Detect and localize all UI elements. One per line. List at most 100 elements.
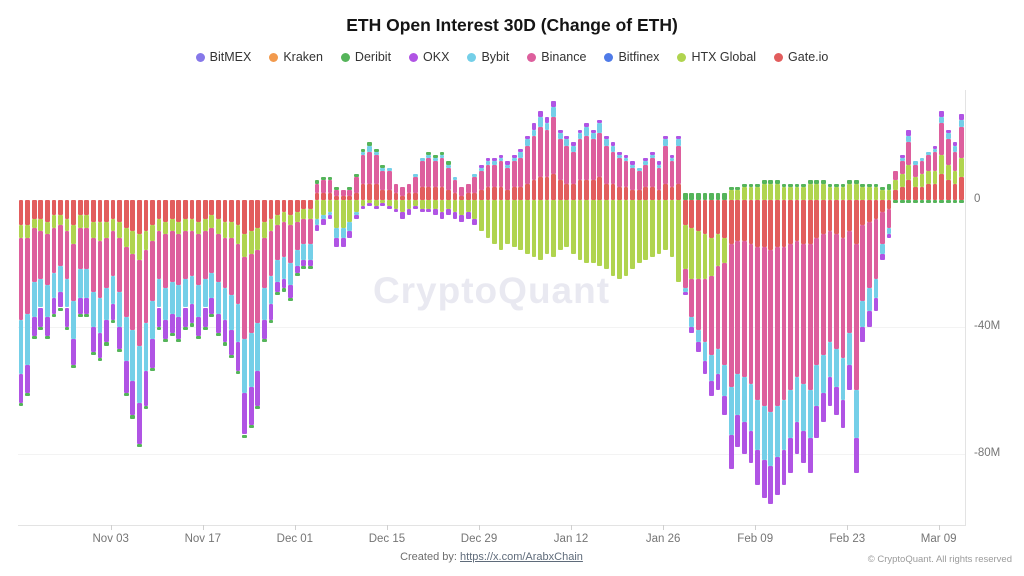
bar-segment-binance[interactable] (25, 237, 30, 314)
bar-segment-bybit[interactable] (834, 348, 839, 387)
bar[interactable] (774, 90, 781, 525)
bar-segment-htx-global[interactable] (610, 199, 616, 276)
bar-segment-binance[interactable] (617, 158, 622, 187)
bar-segment-gate-io[interactable] (163, 199, 169, 222)
bar-segment-okx[interactable] (525, 136, 530, 140)
bar-segment-htx-global[interactable] (51, 215, 57, 229)
bar-segment-deribit[interactable] (288, 297, 293, 302)
bar-segment-binance[interactable] (117, 237, 123, 292)
bar-segment-htx-global[interactable] (150, 224, 155, 241)
bar-segment-gate-io[interactable] (544, 177, 550, 200)
bar-segment-binance[interactable] (886, 209, 892, 229)
bar-segment-gate-io[interactable] (557, 180, 563, 200)
bar-segment-deribit[interactable] (222, 342, 228, 346)
bar-segment-htx-global[interactable] (525, 199, 530, 254)
bar-segment-bybit[interactable] (31, 282, 37, 318)
bar-segment-deribit[interactable] (446, 161, 451, 165)
bar-segment-bybit[interactable] (649, 155, 655, 159)
bar-segment-bybit[interactable] (564, 139, 570, 146)
bar-segment-deribit[interactable] (255, 405, 261, 410)
bar-segment-binance[interactable] (452, 180, 458, 194)
bar-segment-deribit[interactable] (150, 367, 155, 371)
bar-segment-okx[interactable] (656, 161, 662, 165)
bar[interactable] (610, 90, 617, 525)
bar[interactable] (827, 90, 834, 525)
bar-segment-gate-io[interactable] (51, 199, 57, 216)
bar-segment-okx[interactable] (735, 415, 741, 448)
bar[interactable] (130, 90, 137, 525)
bar-segment-htx-global[interactable] (649, 199, 655, 257)
bar[interactable] (643, 90, 650, 525)
bar-segment-htx-global[interactable] (426, 199, 432, 210)
bar-segment-gate-io[interactable] (334, 196, 340, 200)
bar[interactable] (117, 90, 124, 525)
bar-segment-htx-global[interactable] (196, 221, 201, 235)
bar-segment-binance[interactable] (268, 231, 274, 276)
bar-segment-gate-io[interactable] (183, 199, 188, 219)
bar-segment-binance[interactable] (801, 243, 806, 384)
bar-segment-gate-io[interactable] (847, 199, 852, 232)
bar-segment-bybit[interactable] (209, 272, 215, 298)
bar-segment-bybit[interactable] (544, 123, 550, 130)
bar[interactable] (584, 90, 591, 525)
bar-segment-okx[interactable] (130, 380, 136, 416)
bar[interactable] (228, 90, 235, 525)
bar-segment-deribit[interactable] (354, 174, 359, 178)
bar[interactable] (169, 90, 176, 525)
bar-segment-deribit[interactable] (880, 186, 885, 190)
bar-segment-htx-global[interactable] (636, 199, 642, 264)
bar-segment-bybit[interactable] (169, 282, 175, 314)
bar-segment-bybit[interactable] (531, 129, 537, 137)
bar-segment-binance[interactable] (676, 145, 681, 184)
bar-segment-okx[interactable] (196, 317, 201, 337)
bar-segment-binance[interactable] (959, 126, 964, 159)
bar-segment-gate-io[interactable] (768, 199, 774, 251)
bar-segment-htx-global[interactable] (25, 224, 30, 238)
bar-segment-htx-global[interactable] (360, 199, 366, 206)
bar-segment-deribit[interactable] (952, 199, 958, 203)
bar-segment-binance[interactable] (137, 259, 142, 346)
bar-segment-gate-io[interactable] (531, 180, 537, 200)
bar-segment-deribit[interactable] (781, 183, 787, 187)
bar-segment-binance[interactable] (492, 164, 497, 187)
bar-segment-deribit[interactable] (235, 371, 241, 375)
bar-segment-gate-io[interactable] (373, 183, 379, 200)
bar-segment-htx-global[interactable] (880, 190, 885, 200)
bar-segment-bybit[interactable] (275, 259, 280, 283)
bar-segment-binance[interactable] (176, 234, 182, 286)
bar-segment-okx[interactable] (571, 142, 576, 146)
bar-segment-deribit[interactable] (794, 183, 800, 187)
bar-segment-gate-io[interactable] (71, 199, 76, 225)
bar-segment-bybit[interactable] (630, 164, 635, 168)
bar-segment-okx[interactable] (261, 320, 267, 340)
bar-segment-gate-io[interactable] (584, 180, 589, 200)
bar-segment-gate-io[interactable] (939, 174, 945, 200)
bar-segment-bybit[interactable] (742, 377, 747, 422)
bar-segment-bybit[interactable] (781, 399, 787, 451)
bar-segment-htx-global[interactable] (439, 199, 445, 213)
bar[interactable] (57, 90, 64, 525)
bar-segment-binance[interactable] (360, 155, 366, 184)
bar-segment-gate-io[interactable] (663, 183, 668, 200)
bar-segment-deribit[interactable] (860, 183, 866, 187)
bar-segment-okx[interactable] (321, 218, 326, 225)
bar-segment-htx-global[interactable] (347, 199, 353, 222)
bar-segment-binance[interactable] (235, 243, 241, 305)
bar-segment-binance[interactable] (367, 151, 372, 184)
bar-segment-htx-global[interactable] (294, 212, 300, 222)
bar[interactable] (761, 90, 768, 525)
bar-segment-okx[interactable] (696, 342, 701, 352)
bar-segment-binance[interactable] (860, 224, 866, 302)
bar-segment-htx-global[interactable] (268, 218, 274, 232)
bar-segment-binance[interactable] (538, 126, 543, 178)
bar[interactable] (662, 90, 669, 525)
bar-segment-deribit[interactable] (439, 151, 445, 156)
bar-segment-htx-global[interactable] (893, 180, 899, 190)
bar-segment-deribit[interactable] (71, 364, 76, 368)
bar-segment-okx[interactable] (18, 374, 24, 403)
bar-segment-deribit[interactable] (202, 326, 208, 330)
bar-segment-binance[interactable] (696, 278, 701, 330)
bar-segment-okx[interactable] (834, 386, 839, 416)
bar-segment-binance[interactable] (597, 132, 603, 178)
bar-segment-gate-io[interactable] (406, 193, 412, 200)
